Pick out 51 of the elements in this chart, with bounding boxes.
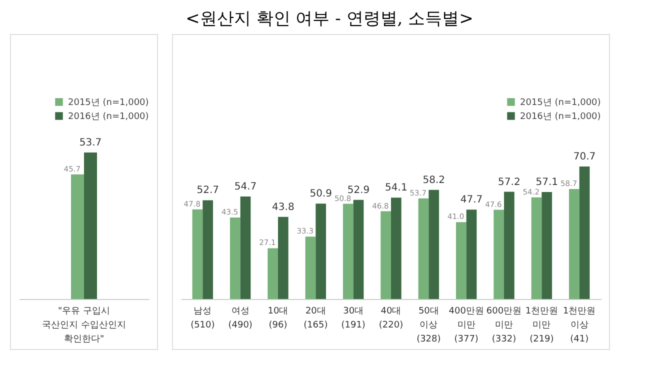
x-tick-label: "우유 구입시 국산인지 수입산인지 확인한다" [42, 306, 126, 344]
chart-title: <원산지 확인 여부 - 연령별, 소득별> [184, 8, 474, 31]
bar [316, 204, 326, 299]
bar [202, 200, 214, 299]
x-tick-label: 600만원 미만 (332) [486, 306, 522, 344]
legend-label: 2016년 (n=1,000) [520, 112, 601, 122]
bar [418, 198, 429, 299]
x-tick-label: 여성 (490) [228, 306, 252, 330]
bar [568, 188, 580, 299]
bar [494, 210, 504, 299]
x-tick-label: 1천만원 미만 (219) [525, 306, 558, 344]
x-tick-label: 10대 (96) [268, 306, 288, 330]
x-tick-label: 20대 (165) [304, 306, 328, 330]
data-label: 54.7 [234, 181, 257, 192]
data-label: 70.7 [573, 151, 596, 162]
bar [542, 192, 552, 299]
bar [380, 211, 391, 299]
bar [192, 209, 203, 299]
bar [504, 192, 514, 299]
data-label: 53.7 [79, 138, 102, 149]
data-label: 52.9 [347, 184, 370, 196]
data-label: 54.1 [385, 182, 408, 194]
bar [240, 196, 251, 299]
x-tick-label: 40대 (220) [378, 306, 404, 330]
data-label: 57.1 [536, 176, 558, 188]
bar [342, 204, 354, 299]
bar [278, 216, 288, 299]
x-tick-label: 30대 (191) [341, 306, 366, 330]
bar [305, 236, 316, 299]
data-label: 57.2 [498, 176, 520, 188]
data-label: 47.7 [460, 194, 483, 206]
x-tick-label: 400만원 미만 (377) [448, 306, 484, 344]
x-tick-label: 50대 이상 (328) [416, 306, 441, 344]
legend-label: 2015년 (n=1,000) [520, 98, 601, 108]
bar [391, 198, 402, 299]
bar [531, 197, 542, 299]
bar [353, 200, 364, 299]
bar [268, 248, 278, 299]
bar [230, 217, 240, 299]
data-label: 52.7 [196, 185, 219, 196]
data-label: 50.9 [310, 188, 332, 200]
data-label: 43.8 [272, 202, 294, 213]
data-label: 58.2 [422, 174, 445, 186]
legend-label: 2015년 (n=1,000) [68, 98, 149, 108]
bar [456, 222, 466, 299]
bar [428, 190, 440, 299]
x-tick-label: 1천만원 이상 (41) [562, 306, 596, 344]
x-tick-label: 남성 (510) [190, 306, 215, 330]
bar [579, 166, 590, 299]
bar [466, 210, 477, 299]
legend-label: 2016년 (n=1,000) [68, 112, 149, 122]
